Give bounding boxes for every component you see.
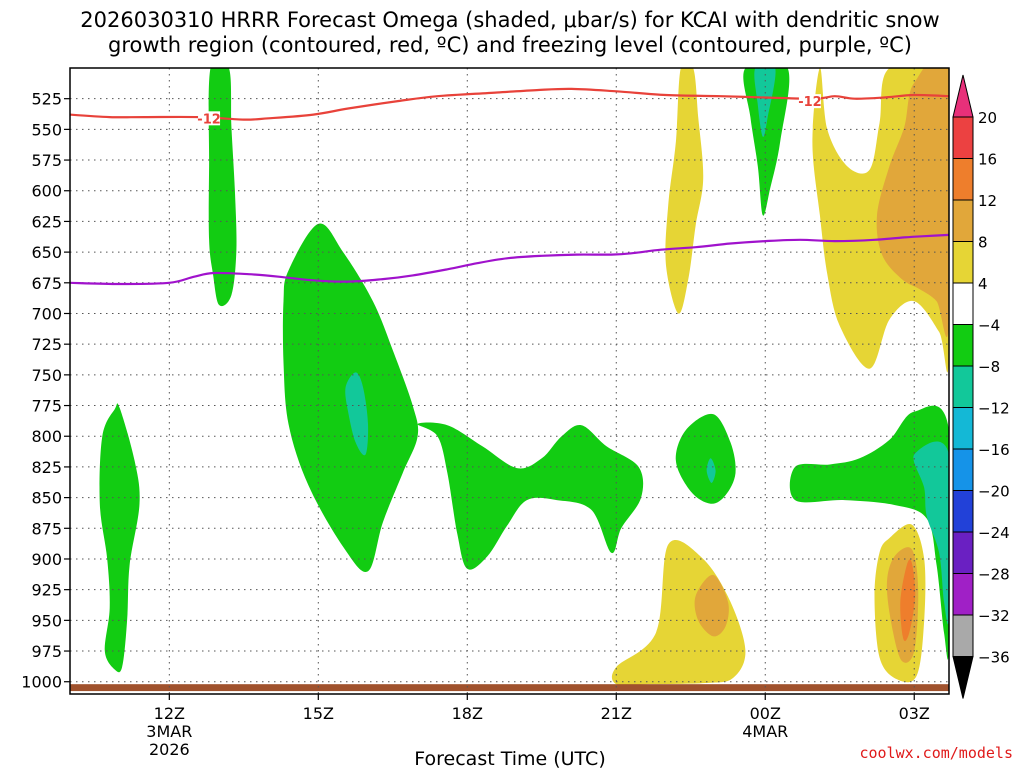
colorbar-bin-5 (952, 282, 974, 325)
colorbar-bin-7 (952, 365, 974, 408)
y-tick-label-675: 675 (31, 274, 62, 293)
omega-up-teal-15z (345, 372, 369, 456)
omega-up-green-18z (417, 422, 644, 570)
x-axis-label: Forecast Time (UTC) (414, 748, 605, 768)
x-tick-label-15Z: 15Z (303, 704, 334, 723)
colorbar-label-12: −32 (978, 607, 1010, 625)
colorbar-bin-top (952, 74, 974, 118)
y-tick-label-750: 750 (31, 366, 62, 385)
y-tick-label-975: 975 (31, 642, 62, 661)
colorbar-label-6: −8 (978, 358, 1000, 376)
omega-up-green-00z (743, 68, 790, 216)
y-tick-label-725: 725 (31, 335, 62, 354)
y-tick-label-800: 800 (31, 427, 62, 446)
colorbar: 20 16 12 8 4 −4 −8 −12 −16 −20 −24 −28 −32 −36 (952, 74, 1010, 699)
omega-up-green-12z (208, 68, 237, 307)
x-tick-label-00Z: 00Z (750, 704, 781, 723)
colorbar-bin-8 (952, 407, 974, 450)
y-tick-label-925: 925 (31, 581, 62, 600)
omega-up-teal-23z (706, 458, 716, 483)
y-tick-label-550: 550 (31, 120, 62, 139)
y-tick-label-525: 525 (31, 90, 62, 109)
y-tick-label-950: 950 (31, 611, 62, 630)
colorbar-label-9: −20 (978, 483, 1010, 501)
y-tick-label-700: 700 (31, 304, 62, 323)
y-tick-label-600: 600 (31, 182, 62, 201)
omega-up-green-23z (675, 413, 736, 504)
x-date-label-12Z: 3MAR (146, 722, 192, 741)
y-axis: 525 550 575 600 625 650 675 700 725 750 775 800 825 8… (21, 90, 70, 692)
colorbar-bin-1 (952, 116, 974, 159)
colorbar-bin-12 (952, 573, 974, 616)
dendritic-growth-contour-label-1: -12 (798, 95, 822, 110)
colorbar-label-1: 16 (978, 151, 997, 169)
colorbar-bin-2 (952, 158, 974, 201)
y-tick-label-825: 825 (31, 458, 62, 477)
colorbar-bin-6 (952, 324, 974, 367)
colorbar-label-4: 4 (978, 275, 988, 293)
omega-down-orange-23z (694, 574, 729, 637)
omega-shading (70, 68, 949, 692)
omega-up-teal-03z (913, 441, 949, 625)
y-tick-label-775: 775 (31, 397, 62, 416)
colorbar-label-8: −16 (978, 441, 1010, 459)
omega-down-orange-03z (876, 68, 949, 338)
y-tick-label-850: 850 (31, 489, 62, 508)
chart-title-line-2: growth region (contoured, red, ºC) and f… (108, 33, 912, 57)
colorbar-label-5: −4 (978, 317, 1000, 335)
colorbar-bin-13 (952, 614, 974, 657)
x-year-label-12Z: 2026 (149, 740, 190, 759)
colorbar-label-7: −12 (978, 400, 1010, 418)
contour-lines: -12 -12 (70, 87, 949, 286)
colorbar-bin-4 (952, 241, 974, 284)
colorbar-label-2: 12 (978, 192, 997, 210)
y-tick-label-900: 900 (31, 550, 62, 569)
colorbar-bin-11 (952, 531, 974, 574)
dendritic-growth-contour (70, 87, 949, 121)
y-tick-label-625: 625 (31, 212, 62, 231)
dendritic-growth-contour-label-0: -12 (197, 112, 221, 127)
freezing-level-contour (70, 233, 949, 286)
omega-up-teal-00z (754, 68, 776, 137)
x-date-label-00Z: 4MAR (742, 722, 788, 741)
omega-up-green-01z (789, 405, 949, 660)
credit-link[interactable]: coolwx.com/models (859, 744, 1013, 762)
surface-band (70, 684, 949, 692)
colorbar-bin-10 (952, 490, 974, 533)
y-tick-label-650: 650 (31, 243, 62, 262)
omega-down-yellow-22z (665, 68, 704, 314)
x-tick-label-03Z: 03Z (899, 704, 930, 723)
grid-lines (70, 68, 949, 694)
y-tick-label-1000: 1000 (21, 673, 62, 692)
dendritic-growth-contour-label-bg-0 (198, 111, 221, 126)
colorbar-bin-3 (952, 199, 974, 242)
x-tick-label-12Z: 12Z (154, 704, 185, 723)
y-tick-label-575: 575 (31, 151, 62, 170)
colorbar-bin-bottom (952, 656, 974, 699)
dendritic-growth-contour-label-bg-1 (798, 94, 821, 109)
colorbar-label-0: 20 (978, 109, 997, 127)
colorbar-label-13: −36 (978, 649, 1010, 667)
plot-area: -12 -12 (69, 67, 950, 695)
colorbar-bin-9 (952, 448, 974, 491)
plot-frame (69, 67, 950, 695)
x-tick-label-18Z: 18Z (452, 704, 483, 723)
x-tick-label-21Z: 21Z (601, 704, 632, 723)
y-tick-label-875: 875 (31, 519, 62, 538)
omega-up-green-11z (99, 403, 140, 673)
colorbar-label-3: 8 (978, 234, 988, 252)
colorbar-label-11: −28 (978, 566, 1010, 584)
colorbar-label-10: −24 (978, 524, 1010, 542)
chart-title-line-1: 2026030310 HRRR Forecast Omega (shaded, … (80, 8, 939, 32)
